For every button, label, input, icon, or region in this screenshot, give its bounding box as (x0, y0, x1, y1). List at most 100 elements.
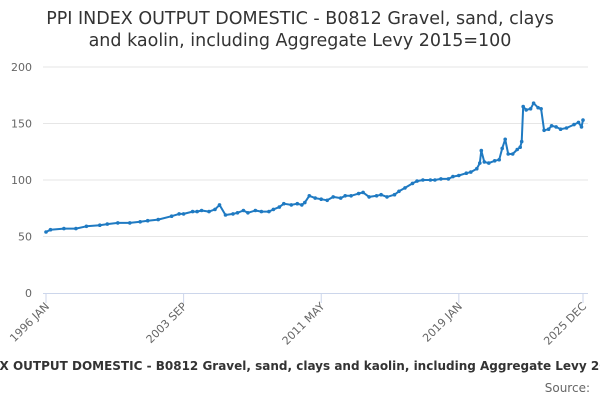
data-point[interactable] (128, 221, 132, 225)
data-point[interactable] (397, 189, 401, 194)
data-point[interactable] (253, 208, 258, 213)
data-point[interactable] (464, 171, 469, 175)
data-point[interactable] (356, 191, 361, 196)
data-point[interactable] (379, 192, 383, 197)
data-point[interactable] (428, 178, 433, 182)
data-point[interactable] (74, 226, 78, 231)
data-point[interactable] (492, 159, 497, 163)
data-point[interactable] (581, 118, 585, 122)
chart-title-line-2: and kaolin, including Aggregate Levy 201… (89, 31, 512, 51)
data-point[interactable] (531, 101, 536, 105)
data-point[interactable] (503, 137, 508, 142)
data-point[interactable] (62, 226, 66, 231)
data-point[interactable] (528, 107, 533, 111)
data-point[interactable] (289, 203, 294, 207)
data-point[interactable] (325, 198, 330, 203)
data-point[interactable] (497, 157, 502, 162)
data-point[interactable] (519, 139, 524, 144)
data-point[interactable] (44, 230, 48, 234)
data-point[interactable] (235, 211, 240, 215)
data-point[interactable] (558, 127, 563, 131)
data-point[interactable] (307, 194, 312, 198)
data-point[interactable] (482, 160, 487, 164)
data-point[interactable] (116, 221, 120, 225)
data-point[interactable] (515, 147, 519, 152)
x-tick-label: 2003 SEP (144, 300, 190, 346)
data-point[interactable] (374, 194, 379, 198)
data-point[interactable] (231, 212, 235, 216)
data-point[interactable] (542, 128, 546, 133)
data-point[interactable] (282, 201, 286, 206)
data-point[interactable] (177, 212, 181, 216)
data-point[interactable] (331, 195, 336, 199)
data-point[interactable] (156, 217, 160, 222)
data-point[interactable] (343, 194, 348, 198)
data-point[interactable] (181, 212, 186, 216)
data-point[interactable] (259, 209, 264, 214)
data-point[interactable] (338, 196, 343, 200)
data-point[interactable] (564, 126, 569, 130)
data-point[interactable] (385, 195, 389, 199)
data-point[interactable] (479, 148, 484, 153)
data-point[interactable] (313, 196, 318, 200)
data-point[interactable] (349, 194, 353, 198)
data-point[interactable] (521, 104, 525, 109)
data-point[interactable] (487, 161, 491, 165)
data-point[interactable] (367, 195, 371, 199)
data-point[interactable] (572, 122, 576, 127)
data-point[interactable] (451, 174, 455, 179)
data-point[interactable] (190, 209, 195, 214)
data-point[interactable] (500, 146, 505, 151)
data-point[interactable] (241, 208, 246, 213)
data-point[interactable] (469, 170, 473, 174)
data-point[interactable] (300, 203, 304, 207)
data-point[interactable] (403, 186, 407, 190)
data-point[interactable] (478, 161, 482, 165)
data-point[interactable] (138, 220, 142, 224)
data-point[interactable] (539, 107, 543, 111)
data-point[interactable] (277, 205, 282, 209)
data-point[interactable] (446, 177, 451, 181)
chart-credit[interactable]: Source: (545, 381, 590, 395)
data-point[interactable] (105, 222, 110, 226)
legend-item-label[interactable]: PPI INDEX OUTPUT DOMESTIC - B0812 Gravel… (0, 359, 600, 373)
data-point[interactable] (295, 201, 300, 206)
data-point[interactable] (84, 224, 89, 229)
data-point[interactable] (518, 145, 522, 149)
data-point[interactable] (199, 208, 204, 213)
data-point[interactable] (217, 203, 222, 207)
data-point[interactable] (433, 178, 437, 182)
data-point[interactable] (524, 108, 528, 112)
data-point[interactable] (576, 120, 581, 125)
data-point[interactable] (169, 214, 174, 218)
data-point[interactable] (579, 125, 584, 129)
data-point[interactable] (475, 166, 479, 171)
data-point[interactable] (549, 124, 554, 128)
data-point[interactable] (98, 223, 102, 227)
data-point[interactable] (410, 181, 415, 186)
data-point[interactable] (145, 218, 150, 223)
data-point[interactable] (536, 105, 540, 110)
data-point[interactable] (267, 209, 271, 214)
data-point[interactable] (506, 152, 511, 156)
data-point[interactable] (415, 179, 419, 183)
data-point[interactable] (457, 173, 461, 178)
data-point[interactable] (271, 207, 276, 212)
data-point[interactable] (421, 178, 425, 182)
y-tick-label: 100 (11, 174, 32, 187)
data-point[interactable] (223, 213, 228, 217)
data-point[interactable] (207, 209, 211, 214)
data-point[interactable] (246, 211, 250, 215)
data-point[interactable] (392, 192, 397, 197)
data-point[interactable] (510, 152, 515, 156)
data-point[interactable] (48, 227, 53, 232)
data-point[interactable] (361, 190, 365, 195)
data-point[interactable] (554, 125, 558, 129)
data-point[interactable] (546, 127, 551, 131)
data-point[interactable] (439, 177, 443, 181)
data-point[interactable] (213, 207, 217, 212)
series-line-0[interactable] (45, 102, 584, 233)
data-point[interactable] (303, 200, 307, 205)
data-point[interactable] (319, 197, 324, 201)
data-point[interactable] (195, 209, 199, 214)
